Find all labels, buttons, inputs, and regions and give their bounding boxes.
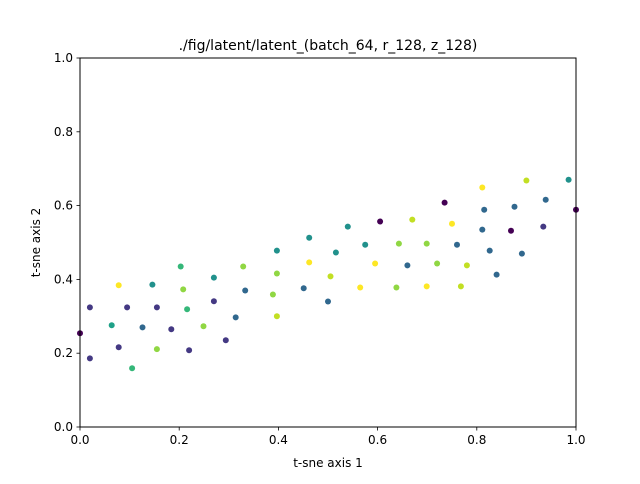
scatter-point bbox=[86, 355, 93, 362]
x-tick-label: 0.8 bbox=[467, 433, 486, 447]
y-tick-label: 0.8 bbox=[54, 125, 73, 139]
marks-layer bbox=[77, 176, 579, 372]
scatter-point bbox=[362, 241, 369, 248]
scatter-point bbox=[149, 281, 156, 288]
scatter-point bbox=[300, 285, 307, 292]
scatter-point bbox=[273, 270, 280, 277]
scatter-point bbox=[565, 176, 572, 183]
scatter-point bbox=[486, 247, 493, 254]
scatter-point bbox=[200, 323, 207, 330]
x-tick-label: 1.0 bbox=[566, 433, 585, 447]
scatter-point bbox=[518, 250, 525, 257]
scatter-point bbox=[168, 326, 175, 333]
y-tick-label: 1.0 bbox=[54, 51, 73, 65]
scatter-point bbox=[523, 177, 530, 184]
scatter-point bbox=[481, 206, 488, 213]
scatter-point bbox=[240, 263, 247, 270]
scatter-point bbox=[393, 284, 400, 291]
scatter-point bbox=[115, 282, 122, 289]
scatter-point bbox=[325, 298, 331, 305]
scatter-point bbox=[269, 291, 276, 298]
scatter-point bbox=[124, 304, 131, 311]
scatter-point bbox=[377, 218, 384, 225]
scatter-point bbox=[306, 234, 313, 241]
scatter-point bbox=[306, 259, 313, 266]
scatter-point bbox=[409, 216, 416, 223]
scatter-point bbox=[232, 314, 239, 321]
scatter-point bbox=[508, 227, 514, 234]
x-tick-label: 0.4 bbox=[269, 433, 288, 447]
scatter-point bbox=[242, 287, 249, 294]
ticks-layer: 0.0 0.2 0.4 0.6 0.8 1.0 0.0 0.2 0.4 0.6 0.8 1.0 bbox=[54, 51, 586, 447]
scatter-point bbox=[177, 263, 184, 270]
chart-title: ./fig/latent/latent_(batch_64, r_128, z_… bbox=[179, 38, 478, 54]
scatter-point bbox=[372, 260, 379, 267]
y-tick-label: 0.0 bbox=[54, 420, 73, 434]
y-axis-label: t-sne axis 2 bbox=[29, 208, 43, 278]
scatter-point bbox=[434, 260, 441, 267]
scatter-point bbox=[357, 284, 364, 291]
x-tick-label: 0.0 bbox=[70, 433, 89, 447]
y-tick-label: 0.6 bbox=[54, 199, 73, 213]
scatter-point bbox=[210, 298, 217, 305]
scatter-point bbox=[404, 262, 411, 269]
scatter-point bbox=[449, 220, 455, 227]
scatter-point bbox=[210, 274, 217, 281]
scatter-point bbox=[139, 324, 146, 331]
scatter-point bbox=[493, 271, 500, 278]
x-tick-label: 0.6 bbox=[368, 433, 387, 447]
x-axis-label: t-sne axis 1 bbox=[293, 456, 363, 470]
scatter-point bbox=[222, 337, 229, 344]
scatter-point bbox=[273, 247, 280, 254]
scatter-point bbox=[184, 306, 191, 313]
scatter-point bbox=[327, 273, 334, 280]
scatter-point bbox=[153, 304, 160, 311]
y-tick-label: 0.2 bbox=[54, 346, 73, 360]
scatter-point bbox=[108, 322, 115, 329]
scatter-point bbox=[115, 344, 122, 351]
scatter-point bbox=[542, 196, 549, 203]
scatter-point bbox=[511, 203, 518, 210]
scatter-point bbox=[454, 241, 460, 248]
scatter-point bbox=[344, 223, 351, 230]
scatter-point bbox=[153, 346, 160, 353]
scatter-point bbox=[180, 286, 187, 293]
y-tick-label: 0.4 bbox=[54, 272, 73, 286]
scatter-point bbox=[457, 283, 464, 290]
scatter-point bbox=[479, 184, 486, 191]
scatter-point bbox=[273, 313, 280, 320]
scatter-point bbox=[86, 304, 93, 311]
scatter-point bbox=[463, 262, 470, 269]
scatter-point bbox=[423, 240, 430, 247]
scatter-point bbox=[479, 226, 486, 233]
x-tick-label: 0.2 bbox=[170, 433, 189, 447]
scatter-point bbox=[540, 223, 547, 230]
plot-frame bbox=[79, 57, 577, 428]
scatter-point bbox=[441, 199, 448, 206]
scatter-point bbox=[423, 283, 430, 290]
scatter-point bbox=[395, 240, 402, 247]
scatter-point bbox=[129, 365, 136, 372]
scatter-point bbox=[186, 347, 193, 354]
scatter-point bbox=[332, 249, 339, 256]
